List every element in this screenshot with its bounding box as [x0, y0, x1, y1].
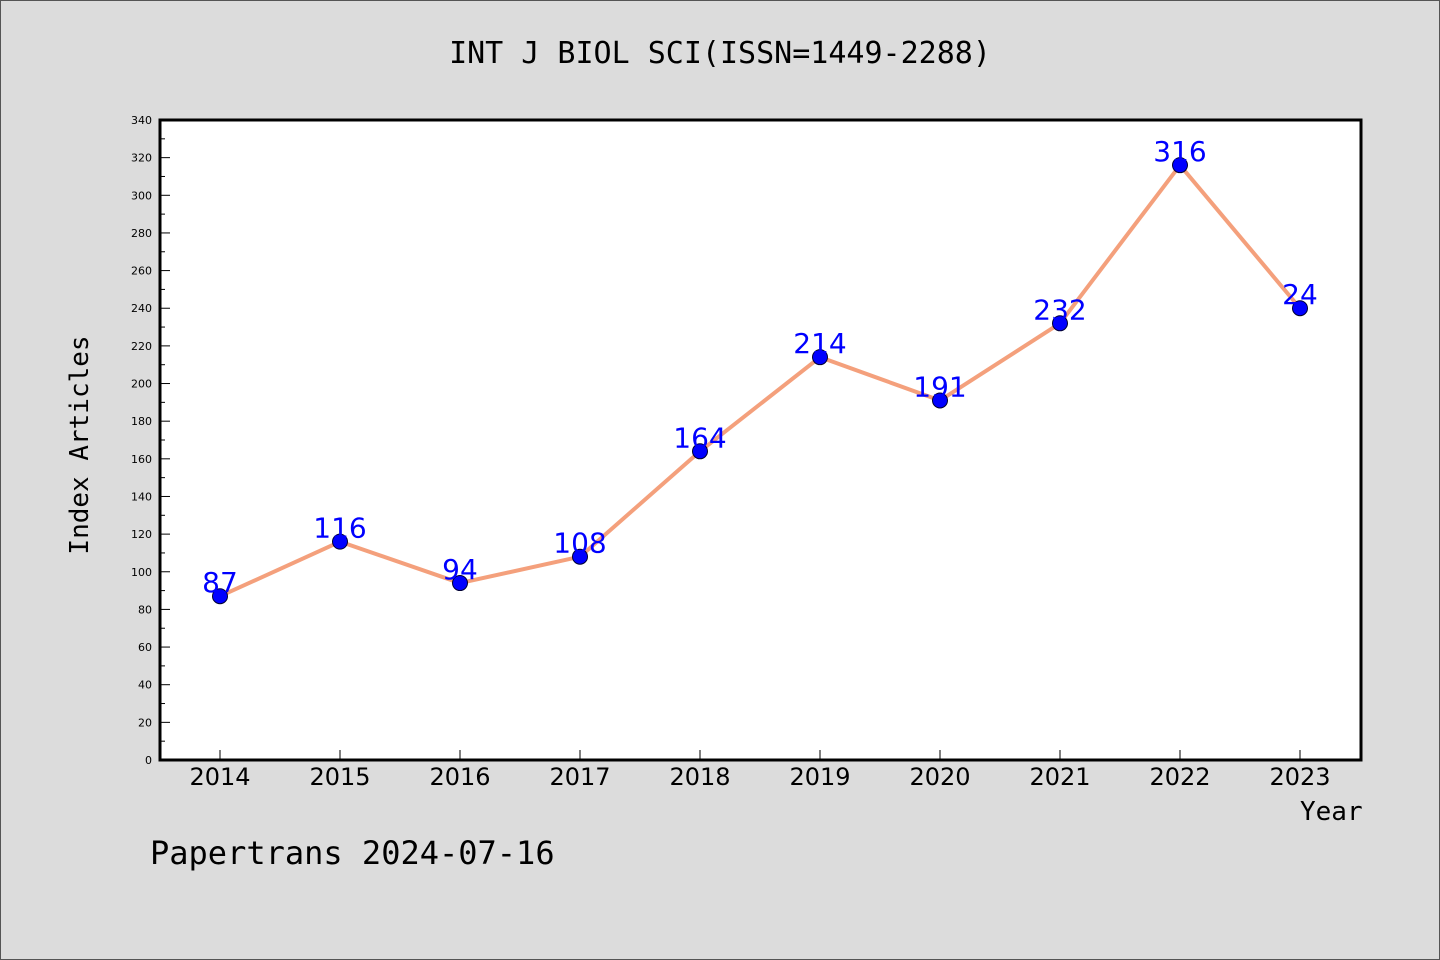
x-tick-label: 2014 — [189, 763, 250, 791]
x-tick-label: 2020 — [909, 763, 970, 791]
y-tick-label: 80 — [138, 603, 152, 616]
data-label: 24 — [1282, 278, 1318, 311]
y-tick-label: 40 — [138, 679, 152, 692]
data-point — [332, 533, 348, 550]
x-tick-label: 2023 — [1269, 763, 1330, 791]
data-point — [1292, 300, 1308, 317]
y-tick-label: 340 — [131, 114, 152, 127]
y-tick-label: 160 — [131, 453, 152, 466]
data-label: 108 — [553, 527, 606, 560]
data-point — [1052, 315, 1068, 332]
chart-title: INT J BIOL SCI(ISSN=1449-2288) — [449, 36, 991, 71]
y-tick-label: 200 — [131, 378, 152, 391]
data-point — [572, 548, 588, 565]
data-label: 164 — [673, 421, 726, 454]
data-point — [812, 349, 828, 366]
y-tick-label: 240 — [131, 302, 152, 315]
series-line — [218, 163, 1302, 599]
data-label: 94 — [442, 553, 478, 586]
y-tick-label: 120 — [131, 528, 152, 541]
marker-group — [212, 157, 1308, 605]
data-label: 116 — [313, 512, 366, 545]
y-tick-label: 280 — [131, 227, 152, 240]
y-tick-label: 60 — [138, 641, 152, 654]
data-point — [1172, 157, 1188, 174]
x-tick-label: 2017 — [549, 763, 610, 791]
y-tick-label: 20 — [138, 716, 152, 729]
y-tick-label: 100 — [131, 566, 152, 579]
x-tick-label: 2015 — [309, 763, 370, 791]
y-tick-label: 320 — [131, 152, 152, 165]
y-tick-label: 140 — [131, 490, 152, 503]
x-tick-label: 2018 — [669, 763, 730, 791]
plot-area — [158, 118, 1363, 762]
y-axis: 0 20 40 60 80 100 120 140 160 180 200 220 240 260 280 3… — [131, 114, 170, 767]
y-tick-label: 260 — [131, 265, 152, 278]
y-tick-label: 0 — [145, 754, 152, 767]
data-point — [692, 443, 708, 460]
x-tick-label: 2019 — [789, 763, 850, 791]
data-label: 214 — [793, 327, 846, 360]
x-tick-label: 2021 — [1029, 763, 1090, 791]
data-label: 191 — [913, 370, 966, 403]
data-point — [452, 575, 468, 592]
y-tick-label: 180 — [131, 415, 152, 428]
y-tick-label: 220 — [131, 340, 152, 353]
data-point — [212, 588, 228, 605]
data-label: 87 — [202, 566, 238, 599]
series-line-group — [218, 163, 1302, 599]
x-axis: 2014 2015 2016 2017 2018 2019 2020 2021 2022 2023 — [189, 750, 1331, 791]
data-label-group: 87 116 94 108 164 214 191 232 316 24 — [202, 135, 1318, 599]
data-label: 316 — [1153, 135, 1206, 168]
x-axis-label: Year — [1300, 797, 1363, 827]
footer-text: Papertrans 2024-07-16 — [150, 834, 555, 872]
data-point — [932, 392, 948, 409]
data-label: 232 — [1033, 293, 1086, 326]
x-tick-label: 2016 — [429, 763, 490, 791]
x-tick-label: 2022 — [1149, 763, 1210, 791]
y-tick-label: 300 — [131, 189, 152, 202]
